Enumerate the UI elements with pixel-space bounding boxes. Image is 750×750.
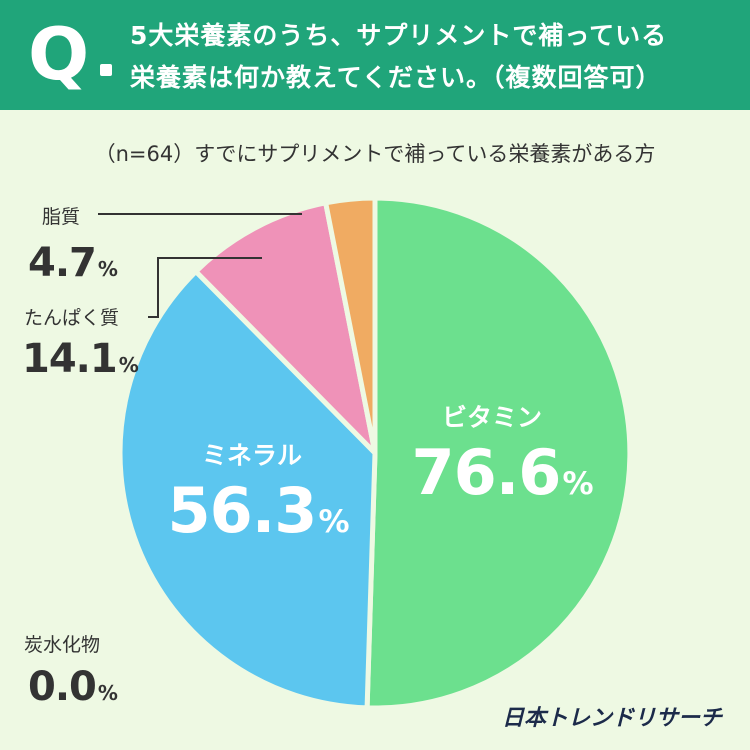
chart-subtitle: （n=64）すでにサプリメントで補っている栄養素がある方 xyxy=(94,142,656,166)
label-mineral-value: 56.3% xyxy=(167,474,349,547)
leader-line-protein xyxy=(148,257,262,318)
question-dot xyxy=(100,64,112,76)
label-lipid-name: 脂質 xyxy=(42,206,81,228)
label-carbohydrate-value: 0.0% xyxy=(28,664,118,710)
question-mark: Q xyxy=(28,12,90,96)
label-vitamin-value: 76.6% xyxy=(411,436,593,509)
pie-slice-lipid xyxy=(323,195,378,456)
question-header: Q 5大栄養素のうち、サプリメントで補っている 栄養素は何か教えてください。（複… xyxy=(0,0,750,110)
label-lipid-value: 4.7% xyxy=(28,240,118,286)
question-line-1: 5大栄養素のうち、サプリメントで補っている xyxy=(130,21,668,50)
label-protein-value: 14.1% xyxy=(22,336,139,382)
brand-logo: 日本トレンドリサーチ xyxy=(501,706,722,731)
question-line-2: 栄養素は何か教えてください。（複数回答可） xyxy=(130,63,662,92)
label-carbohydrate-name: 炭水化物 xyxy=(24,634,101,656)
label-vitamin-name: ビタミン xyxy=(441,403,543,432)
label-mineral-name: ミネラル xyxy=(201,441,303,470)
pie-slice-protein xyxy=(193,200,378,456)
pie-slice-mineral xyxy=(117,268,378,711)
label-protein-name: たんぱく質 xyxy=(24,307,120,329)
pie-slice-vitamin xyxy=(364,195,633,711)
